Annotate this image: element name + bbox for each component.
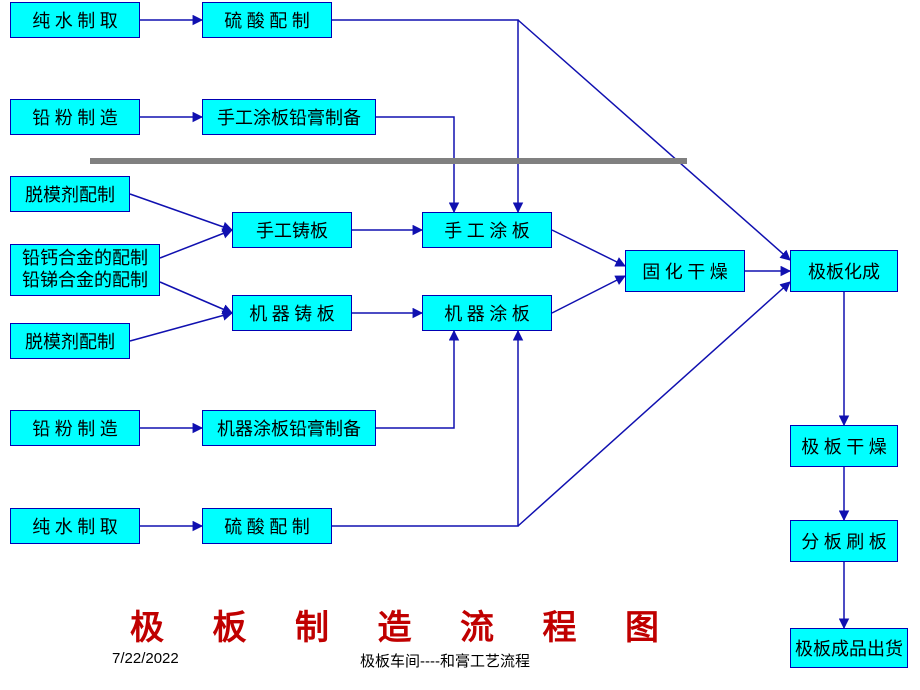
flow-node-n17: 硫 酸 配 制 (202, 508, 332, 544)
flow-node-n19: 分 板 刷 板 (790, 520, 898, 562)
flow-node-n5: 脱模剂配制 (10, 176, 130, 212)
edge-11 (552, 276, 625, 313)
edge-14 (376, 117, 454, 212)
flow-node-n16: 纯 水 制 取 (10, 508, 140, 544)
edge-7 (130, 313, 232, 341)
flow-node-n13: 极板化成 (790, 250, 898, 292)
flow-node-n3: 铅 粉 制 造 (10, 99, 140, 135)
section-divider (90, 158, 687, 164)
flow-node-n15: 机器涂板铅膏制备 (202, 410, 376, 446)
footer-subtitle: 极板车间----和膏工艺流程 (360, 650, 530, 671)
edge-15 (376, 331, 454, 428)
flow-node-n11: 机 器 涂 板 (422, 295, 552, 331)
flow-node-n10: 手 工 涂 板 (422, 212, 552, 248)
flow-node-n4: 手工涂板铅膏制备 (202, 99, 376, 135)
edge-5 (160, 230, 232, 258)
flow-node-n12: 固 化 干 燥 (625, 250, 745, 292)
flow-node-n18: 极 板 干 燥 (790, 425, 898, 467)
edge-6 (160, 282, 232, 313)
flow-node-n6: 铅钙合金的配制 铅锑合金的配制 (10, 244, 160, 296)
main-title: 极 板 制 造 流 程 图 (130, 600, 679, 649)
flow-node-n14: 铅 粉 制 造 (10, 410, 140, 446)
flow-node-n9: 机 器 铸 板 (232, 295, 352, 331)
flow-node-n1: 纯 水 制 取 (10, 2, 140, 38)
flow-node-n7: 脱模剂配制 (10, 323, 130, 359)
edge-4 (130, 194, 232, 230)
flow-node-n2: 硫 酸 配 制 (202, 2, 332, 38)
edge-18 (518, 282, 790, 526)
edge-17 (518, 20, 790, 260)
flow-node-n8: 手工铸板 (232, 212, 352, 248)
flow-node-n20: 极板成品出货 (790, 628, 908, 668)
edge-10 (552, 230, 625, 266)
footer-date: 7/22/2022 (112, 650, 179, 667)
